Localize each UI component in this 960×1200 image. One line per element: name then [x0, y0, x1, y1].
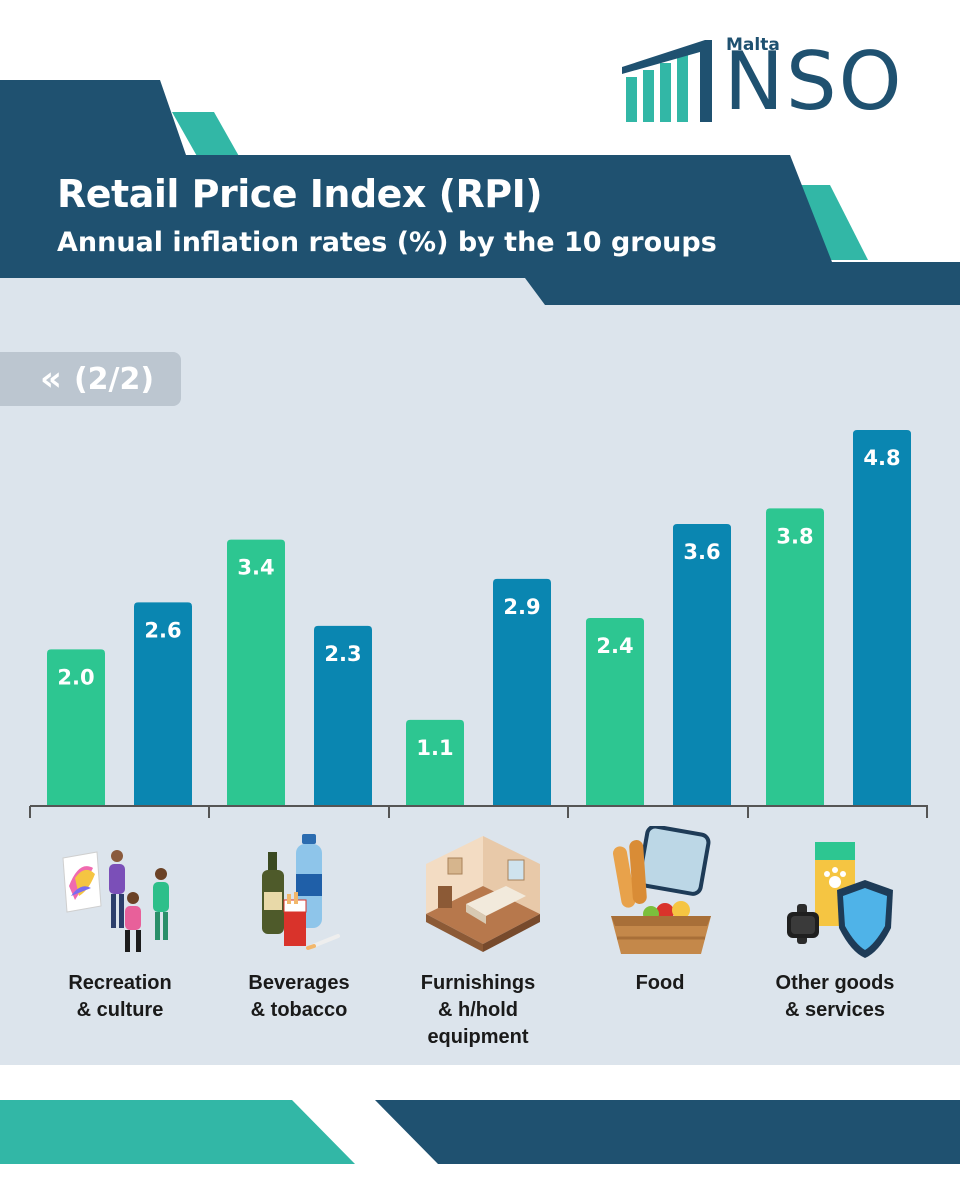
category-label-2-line-1: & h/hold: [438, 999, 518, 1021]
value-label-series1-0: 2.0: [57, 665, 94, 689]
category-label-1-line-0: Beverages: [248, 972, 350, 994]
bar-series2-2: [493, 578, 551, 806]
value-label-series2-1: 2.3: [324, 642, 361, 666]
logo-malta-text: Malta: [726, 35, 780, 55]
category-label-0: Recreation & culture: [30, 970, 210, 1024]
category-label-1: Beverages & tobacco: [209, 970, 389, 1024]
category-label-2: Furnishings & h/hold equipment: [388, 970, 568, 1051]
category-label-2-line-2: equipment: [427, 1026, 529, 1048]
value-label-series1-3: 2.4: [596, 634, 633, 658]
value-label-series1-4: 3.8: [776, 524, 813, 548]
category-label-4: Other goods & services: [745, 970, 925, 1024]
value-label-series2-4: 4.8: [863, 446, 900, 470]
page-indicator[interactable]: « (2/2): [0, 352, 181, 406]
category-label-4-line-1: & services: [784, 999, 886, 1021]
page-title: Retail Price Index (RPI): [57, 172, 543, 216]
other-goods-icon: [787, 842, 893, 958]
page-indicator-label: (2/2): [73, 361, 155, 397]
bar-series1-1: [227, 539, 285, 806]
value-label-series1-1: 3.4: [237, 556, 274, 580]
value-label-series2-0: 2.6: [144, 618, 181, 642]
bar-series1-0: [47, 649, 105, 806]
bar-series1-2: [406, 719, 464, 806]
value-label-series1-2: 1.1: [416, 736, 453, 760]
category-label-4-line-0: Other goods: [775, 972, 895, 994]
category-label-2-line-0: Furnishings: [420, 972, 536, 994]
recreation-icon: [62, 850, 169, 952]
bar-series1-4: [766, 508, 824, 806]
nso-logo-icon: [622, 40, 712, 122]
category-label-1-line-1: & tobacco: [250, 999, 348, 1021]
category-label-3: Food: [570, 970, 750, 997]
value-label-series2-2: 2.9: [503, 595, 540, 619]
bar-series1-3: [586, 618, 644, 806]
category-label-3-line-0: Food: [635, 972, 685, 994]
bar-series2-0: [134, 602, 192, 806]
furnishings-icon: [426, 836, 540, 952]
category-label-0-line-0: Recreation: [68, 972, 172, 994]
beverages-tobacco-icon: [262, 834, 340, 950]
logo-nso-text: NSO: [724, 35, 904, 128]
bar-series2-3: [673, 524, 731, 806]
page-subtitle: Annual inflation rates (%) by the 10 gro…: [57, 227, 717, 258]
footer-navy-stripe: [375, 1100, 960, 1164]
header-navy-band: [0, 80, 960, 305]
bar-series2-4: [853, 430, 911, 806]
category-label-0-line-1: & culture: [76, 999, 164, 1021]
header-teal-accent-right: [790, 185, 868, 260]
value-label-series2-3: 3.6: [683, 540, 720, 564]
footer-teal-stripe: [0, 1100, 355, 1164]
food-basket-icon: [611, 826, 711, 954]
header-teal-accent-left: [172, 112, 240, 158]
bar-series2-1: [314, 625, 372, 806]
double-chevron-left-icon: «: [40, 359, 62, 399]
